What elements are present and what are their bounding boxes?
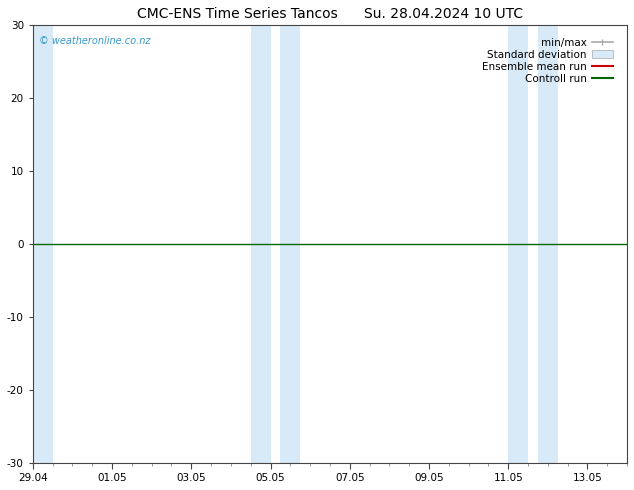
Bar [538, 25, 558, 463]
Bar [27, 25, 53, 463]
Bar [280, 25, 301, 463]
Bar [508, 25, 528, 463]
Title: CMC-ENS Time Series Tancos      Su. 28.04.2024 10 UTC: CMC-ENS Time Series Tancos Su. 28.04.202… [137, 7, 523, 21]
Legend: min/max, Standard deviation, Ensemble mean run, Controll run: min/max, Standard deviation, Ensemble me… [479, 34, 616, 87]
Text: © weatheronline.co.nz: © weatheronline.co.nz [39, 36, 150, 46]
Bar [250, 25, 271, 463]
